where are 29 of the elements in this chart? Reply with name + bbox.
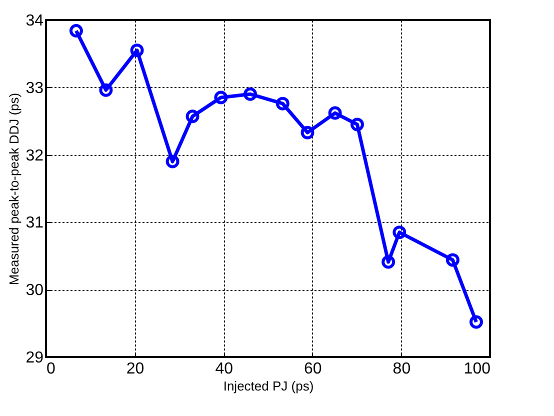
point <box>243 87 257 101</box>
x-axis-title: Injected PJ (ps) <box>223 378 314 394</box>
point <box>276 96 290 110</box>
x-tick-label: 60 <box>304 360 322 378</box>
x-tick-label: 40 <box>215 360 234 378</box>
point <box>186 110 200 124</box>
point <box>130 44 144 58</box>
y-tick-label: 33 <box>26 80 44 97</box>
x-tick-label: 20 <box>126 360 144 378</box>
point <box>469 315 483 329</box>
point <box>300 126 314 140</box>
x-tick-label: 100 <box>464 360 491 378</box>
x-tick-label: 0 <box>46 360 56 378</box>
point <box>446 253 460 267</box>
y-tick-label: 32 <box>26 147 44 164</box>
y-tick-label: 34 <box>26 12 44 30</box>
y-axis-title: Measured peak-to-peak DDJ (ps) <box>6 92 22 286</box>
point <box>392 226 406 240</box>
point <box>350 118 364 132</box>
point <box>328 106 342 120</box>
y-tick-label: 30 <box>26 282 44 300</box>
x-tick-label: 80 <box>392 360 411 378</box>
point <box>382 255 396 269</box>
point <box>69 24 83 38</box>
point <box>99 83 113 97</box>
y-tick-label: 31 <box>26 214 44 232</box>
y-tick-label: 29 <box>26 350 44 366</box>
point <box>166 154 180 168</box>
point <box>214 90 228 104</box>
